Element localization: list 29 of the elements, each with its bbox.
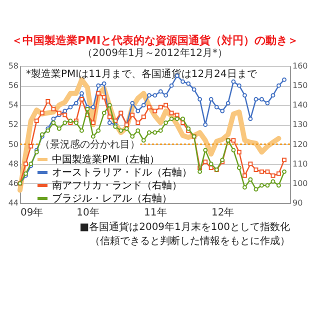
y-tick-label: 54 — [8, 100, 18, 110]
chart-subtitle: （2009年1月～2012年12月*） — [82, 47, 228, 59]
y2-tick-label: 110 — [292, 159, 308, 168]
text: （信頼できると判断した情報をもとに作成） — [90, 235, 290, 247]
y2-tick-label: 160 — [292, 62, 308, 70]
ref-line-label: （景況感の分かれ目） — [40, 138, 140, 150]
y2-tick-label: 120 — [292, 140, 308, 149]
legend-label: ブラジル・レアル（右軸） — [52, 192, 172, 204]
x-tick-label: 10年 — [76, 206, 100, 218]
y-tick-label: 58 — [8, 62, 18, 70]
y-tick-label: 46 — [8, 178, 18, 188]
legend-label: 南アフリカ・ランド（右軸） — [52, 180, 182, 192]
x-tick-label: 12年 — [211, 206, 234, 218]
y2-tick-label: 100 — [292, 178, 308, 188]
legend-label: 中国製造業PMI（左軸） — [52, 154, 160, 166]
y2-tick-label: 140 — [292, 100, 308, 110]
text: ■各国通貨は2009年1月末を100として指数化 — [80, 221, 290, 233]
chart-title: ＜中国製造業PMIと代表的な資源国通貨（対円）の動き＞ — [11, 34, 299, 47]
y2-tick-label: 150 — [292, 81, 308, 90]
y-tick-label: 50 — [8, 140, 18, 149]
y-tick-label: 48 — [8, 159, 18, 168]
legend-label: オーストラリア・ドル（右軸） — [52, 166, 192, 178]
y2-tick-label: 90 — [292, 198, 303, 208]
y2-tick-label: 130 — [292, 120, 308, 130]
y-tick-label: 44 — [8, 198, 18, 208]
x-tick-label: 09年 — [20, 206, 44, 218]
x-tick-label: 11年 — [144, 206, 167, 218]
y-tick-label: 56 — [8, 81, 18, 90]
y-tick-label: 52 — [8, 120, 18, 130]
